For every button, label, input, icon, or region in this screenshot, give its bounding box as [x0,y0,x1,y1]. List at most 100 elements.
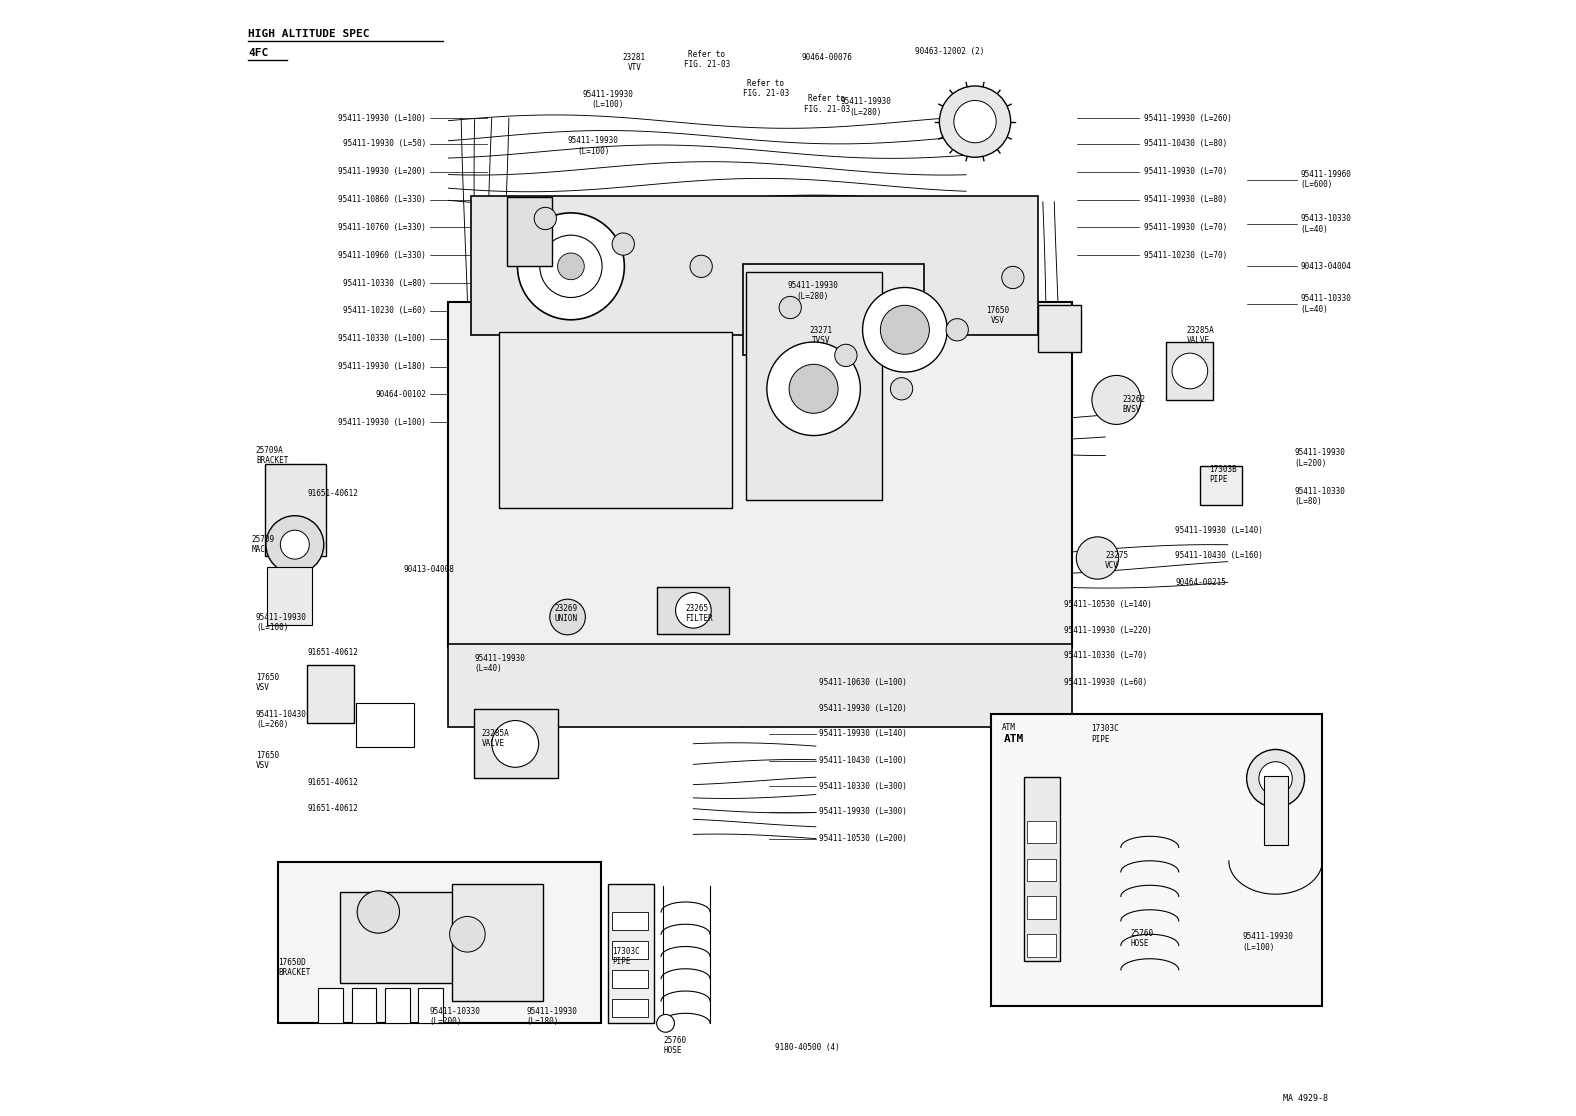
Bar [318,988,342,1023]
Circle shape [953,100,996,143]
Circle shape [676,593,711,628]
Text: 95411-19930 (L=60): 95411-19930 (L=60) [1064,679,1147,687]
Circle shape [790,364,838,413]
Circle shape [939,86,1010,157]
Text: 95411-19930
(L=200): 95411-19930 (L=200) [1294,449,1346,468]
Text: Refer to
FIG. 21-03: Refer to FIG. 21-03 [804,94,849,114]
Text: 23265
FILTER: 23265 FILTER [686,604,714,624]
Text: 90463-12002 (2): 90463-12002 (2) [914,47,983,56]
Text: 90413-04008: 90413-04008 [403,565,455,574]
Bar [611,912,648,930]
Text: 95411-19930 (L=70): 95411-19930 (L=70) [1144,223,1228,232]
Bar [1039,306,1081,352]
Text: 95411-10760 (L=330): 95411-10760 (L=330) [339,223,426,232]
Circle shape [611,233,635,256]
Bar [307,665,355,723]
Text: 23262
BVSV: 23262 BVSV [1122,395,1146,414]
Bar [340,892,457,983]
Text: 17303C
PIPE: 17303C PIPE [1091,724,1119,743]
Text: 95411-10430 (L=100): 95411-10430 (L=100) [820,757,908,766]
Bar [471,196,1039,335]
Text: 91651-40612: 91651-40612 [307,489,358,498]
Bar [351,988,377,1023]
Text: 95411-19930 (L=50): 95411-19930 (L=50) [344,140,426,148]
Bar [611,970,648,988]
Bar [1199,465,1242,504]
Circle shape [266,516,323,574]
Bar [418,988,443,1023]
Text: 23271
TVSV: 23271 TVSV [810,326,834,345]
Text: 90413-04004: 90413-04004 [1300,262,1351,271]
Text: 23281
VTV: 23281 VTV [623,52,646,73]
Bar [277,862,600,1023]
Bar [507,198,552,267]
Circle shape [779,297,801,319]
Bar [1264,777,1288,845]
Circle shape [534,208,556,230]
Bar [1028,820,1056,843]
Text: 95411-19930
(L=280): 95411-19930 (L=280) [786,281,838,300]
Bar [657,587,730,634]
Circle shape [539,235,602,298]
Circle shape [1092,375,1141,424]
Text: 95411-19960
(L=600): 95411-19960 (L=600) [1300,170,1351,190]
Circle shape [862,288,947,372]
Circle shape [835,344,857,366]
Bar [1166,341,1214,400]
Text: 95411-19930 (L=70): 95411-19930 (L=70) [1144,167,1228,176]
Bar [265,464,326,556]
Text: 25709A
BRACKET: 25709A BRACKET [255,446,288,465]
Circle shape [881,306,930,354]
Text: 17650
VSV: 17650 VSV [985,306,1009,325]
Bar [385,988,410,1023]
Text: 95411-19930 (L=300): 95411-19930 (L=300) [820,807,908,816]
Text: 95411-19930 (L=120): 95411-19930 (L=120) [820,704,908,713]
Text: 17650
VSV: 17650 VSV [255,673,279,692]
Text: 95411-10630 (L=100): 95411-10630 (L=100) [820,679,908,687]
Text: Refer to
FIG. 21-03: Refer to FIG. 21-03 [742,78,790,98]
Circle shape [281,530,309,559]
Circle shape [558,253,585,280]
Circle shape [890,377,913,400]
Bar [474,710,558,779]
Text: 95411-19930 (L=100): 95411-19930 (L=100) [339,114,426,123]
Circle shape [1002,267,1024,289]
Bar [449,302,1072,647]
Circle shape [690,256,712,278]
Circle shape [1076,537,1119,579]
Circle shape [358,891,399,933]
Text: 95411-10430 (L=80): 95411-10430 (L=80) [1144,140,1228,148]
Text: 95411-19930 (L=200): 95411-19930 (L=200) [339,167,426,176]
Text: 17303B
PIPE: 17303B PIPE [1209,464,1237,484]
Bar [1024,778,1059,961]
Text: 95413-10330
(L=40): 95413-10330 (L=40) [1300,214,1351,233]
Text: 95411-19930 (L=100): 95411-19930 (L=100) [339,417,426,426]
Text: 23285A
VALVE: 23285A VALVE [482,729,509,748]
Text: 95411-10330
(L=200): 95411-10330 (L=200) [430,1007,481,1027]
Bar [744,264,924,355]
Bar [452,884,544,1001]
Text: 95411-10330 (L=70): 95411-10330 (L=70) [1064,652,1147,661]
Text: 95411-10430
(L=260): 95411-10430 (L=260) [255,710,307,729]
Bar [1028,858,1056,881]
Bar [1028,934,1056,956]
Text: 23269
UNION: 23269 UNION [555,604,577,624]
Text: 91651-40612: 91651-40612 [307,778,358,788]
Text: 95411-10230 (L=70): 95411-10230 (L=70) [1144,251,1228,260]
Circle shape [1247,750,1305,807]
Text: 95411-10230 (L=60): 95411-10230 (L=60) [344,307,426,316]
Text: 95411-19930
(L=100): 95411-19930 (L=100) [582,89,634,109]
Text: 95411-10330 (L=300): 95411-10330 (L=300) [820,781,908,791]
Bar [991,714,1322,1006]
Text: 95411-19930
(L=40): 95411-19930 (L=40) [474,654,525,673]
Text: 25709
MAC: 25709 MAC [252,535,274,555]
Bar [745,272,881,500]
Text: 95411-19930
(L=100): 95411-19930 (L=100) [1242,932,1292,952]
Text: 95411-10430 (L=160): 95411-10430 (L=160) [1176,551,1264,560]
Text: 17303C
PIPE: 17303C PIPE [611,946,640,966]
Text: 90464-00102: 90464-00102 [375,389,426,398]
Circle shape [946,319,968,340]
Text: MA 4929-8: MA 4929-8 [1283,1095,1329,1104]
Bar [356,703,414,748]
Text: 95411-19930 (L=80): 95411-19930 (L=80) [1144,195,1228,204]
